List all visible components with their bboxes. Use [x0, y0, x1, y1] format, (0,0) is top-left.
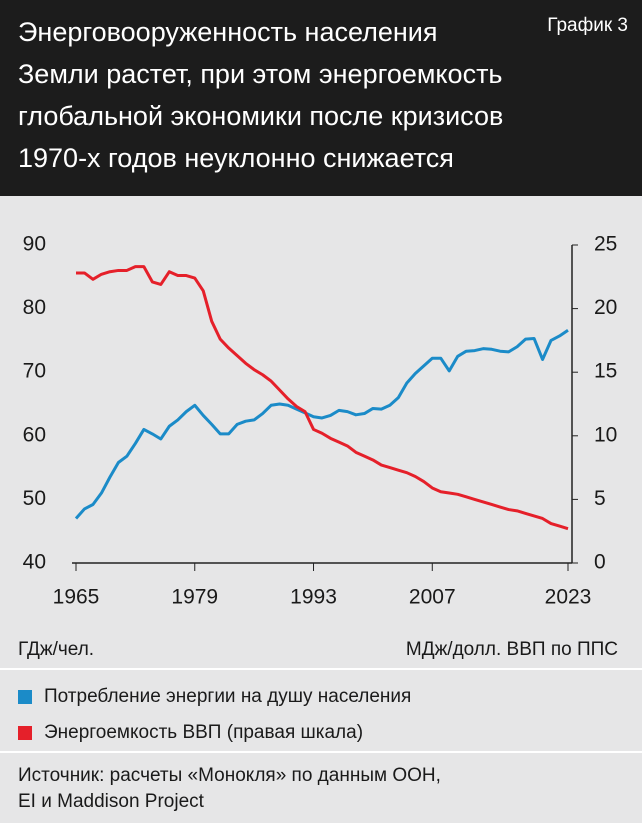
data-line	[76, 265, 569, 531]
legend-swatch	[18, 690, 32, 704]
y-tick-label: 40	[23, 551, 46, 574]
y-tick-label: 80	[23, 296, 46, 319]
y-tick-label: 60	[23, 423, 46, 446]
y2-tick-label: 5	[594, 487, 606, 510]
x-tick-label: 1993	[290, 586, 337, 609]
x-tick-label: 2023	[545, 586, 592, 609]
legend-swatch	[18, 726, 32, 740]
source: EI и Maddison Project	[18, 791, 205, 812]
y2-tick-label: 15	[594, 360, 617, 383]
x-tick-label: 1965	[53, 586, 100, 609]
x-tick-label: 2007	[409, 586, 456, 609]
x-tick-label: 1979	[171, 586, 218, 609]
y2-tick-label: 20	[594, 296, 617, 319]
data-line	[74, 328, 569, 520]
chart-title: глобальной экономики после кризисов	[18, 101, 503, 131]
y-tick-label: 90	[23, 233, 46, 256]
badge: График 3	[547, 15, 628, 36]
y2-axis-unit: МДж/долл. ВВП по ППС	[406, 639, 618, 660]
chart-title: 1970-х годов неуклонно снижается	[18, 143, 454, 173]
chart-title: Энерговооруженность населения	[18, 17, 438, 47]
y-axis-unit: ГДж/чел.	[18, 639, 94, 660]
source: Источник: расчеты «Монокля» по данным ОО…	[18, 765, 441, 786]
legend-label: Потребление энергии на душу населения	[44, 686, 411, 707]
header	[0, 0, 642, 196]
chart-title: Земли растет, при этом энергоемкость	[18, 59, 503, 89]
y-tick-label: 50	[23, 487, 46, 510]
y2-tick-label: 10	[594, 423, 617, 446]
legend-label: Энергоемкость ВВП (правая шкала)	[44, 722, 363, 743]
y-tick-label: 70	[23, 360, 46, 383]
y2-tick-label: 0	[594, 551, 606, 574]
y2-tick-label: 25	[594, 233, 617, 256]
